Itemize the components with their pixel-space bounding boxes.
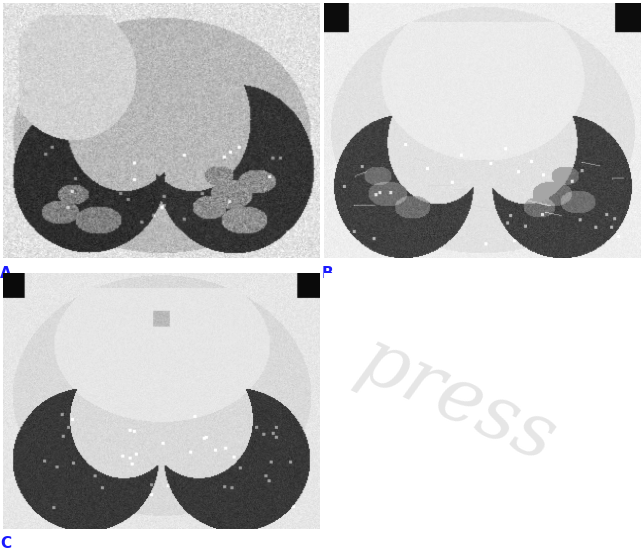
Text: press: press [347,323,567,479]
Text: B: B [321,266,333,281]
Text: A: A [0,266,12,281]
Text: C: C [0,536,11,548]
